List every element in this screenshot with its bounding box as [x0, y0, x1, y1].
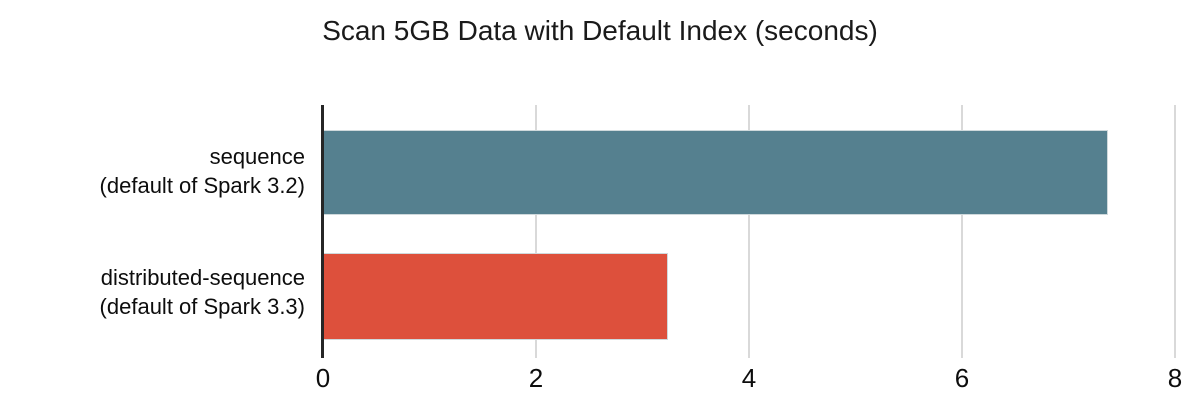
x-tick-0: 0	[315, 363, 331, 393]
y-axis-label-distributed-sequence-line2: (default of Spark 3.3)	[99, 294, 305, 319]
y-axis-line	[321, 105, 324, 358]
gridline-4	[748, 105, 750, 358]
y-axis-label-sequence: sequence (default of Spark 3.2)	[0, 142, 305, 200]
y-axis-label-sequence-line2: (default of Spark 3.2)	[99, 173, 305, 198]
y-axis-labels: sequence (default of Spark 3.2) distribu…	[0, 105, 305, 358]
x-tick-8: 8	[1167, 363, 1183, 393]
x-tick-2: 2	[528, 363, 544, 393]
x-tick-4: 4	[741, 363, 757, 393]
y-axis-label-distributed-sequence-line1: distributed-sequence	[100, 265, 305, 290]
bar-1	[323, 253, 669, 340]
x-tick-6: 6	[954, 363, 970, 393]
chart-title: Scan 5GB Data with Default Index (second…	[322, 15, 878, 46]
y-axis-label-distributed-sequence: distributed-sequence (default of Spark 3…	[0, 263, 305, 321]
gridline-6	[961, 105, 963, 358]
plot-area	[321, 105, 1176, 358]
y-axis-label-sequence-line1: sequence	[209, 144, 305, 169]
gridline-2	[535, 105, 537, 358]
gridline-8	[1174, 105, 1176, 358]
x-axis-tick-labels: 0 2 4 6 8	[0, 362, 1200, 402]
bar-0	[323, 130, 1108, 215]
